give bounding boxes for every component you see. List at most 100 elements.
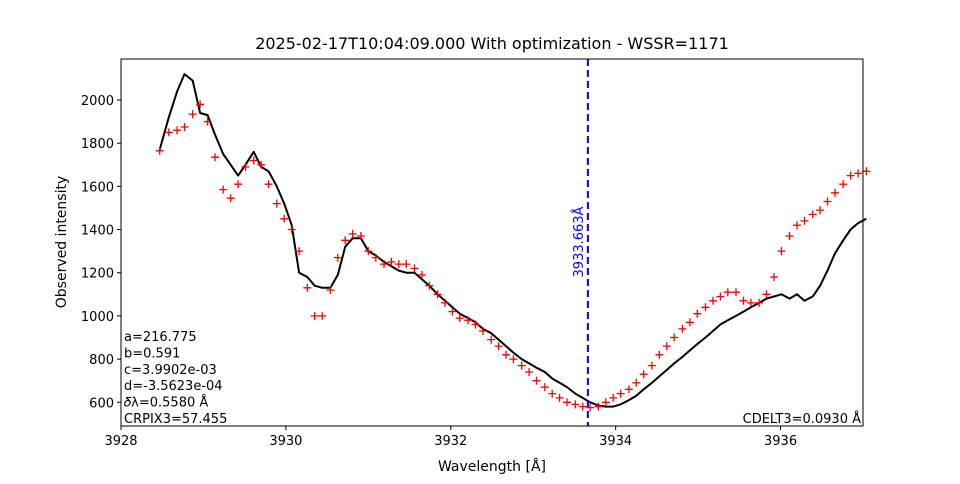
x-tick-label: 3930 bbox=[269, 434, 302, 449]
observed-point bbox=[732, 288, 740, 297]
axes-frame bbox=[120, 58, 864, 427]
observed-point bbox=[755, 298, 764, 307]
observed-point bbox=[494, 342, 503, 351]
observed-point bbox=[839, 180, 848, 189]
observed-point bbox=[394, 260, 403, 269]
observed-point bbox=[662, 342, 671, 351]
observed-point bbox=[164, 128, 173, 137]
fit-parameter-text: CRPIX3=57.455 bbox=[124, 412, 227, 427]
observed-point bbox=[303, 283, 312, 292]
y-tick-label: 1000 bbox=[81, 310, 114, 325]
y-tick-label: 600 bbox=[89, 396, 114, 411]
observed-point bbox=[555, 393, 564, 402]
observed-point bbox=[616, 389, 625, 398]
observed-point bbox=[808, 210, 817, 219]
observed-point bbox=[525, 368, 534, 376]
observed-point bbox=[364, 247, 373, 256]
plot-area: 3933.663Å bbox=[155, 59, 871, 426]
observed-point bbox=[448, 307, 457, 316]
fit-parameter-text: b=0.591 bbox=[124, 346, 180, 361]
observed-point bbox=[532, 376, 541, 385]
observed-point bbox=[601, 398, 610, 407]
observed-point bbox=[800, 216, 809, 225]
observed-point bbox=[540, 383, 549, 392]
x-tick-label: 3934 bbox=[599, 434, 632, 449]
y-tick-label: 1800 bbox=[81, 137, 114, 152]
observed-point bbox=[326, 286, 335, 294]
observed-point bbox=[211, 153, 219, 162]
observed-point bbox=[348, 229, 357, 238]
observed-point bbox=[746, 298, 755, 307]
fit-parameter-text: c=3.9902e-03 bbox=[124, 363, 217, 378]
observed-point bbox=[417, 270, 426, 279]
observed-point bbox=[487, 335, 496, 344]
y-axis-label: Observed intensity bbox=[54, 176, 70, 309]
x-tick-label: 3932 bbox=[434, 434, 467, 449]
observed-point bbox=[318, 311, 327, 320]
observed-point bbox=[464, 316, 473, 325]
cdelt3-annotation: CDELT3=0.0930 Å bbox=[743, 411, 861, 427]
reference-line-label: 3933.663Å bbox=[571, 206, 587, 277]
x-tick-label: 3936 bbox=[764, 434, 797, 449]
fit-parameter-text: a=216.775 bbox=[124, 330, 197, 345]
observed-point bbox=[777, 247, 786, 256]
observed-point bbox=[739, 296, 748, 305]
fit-parameter-text: 𝛿λ=0.5580 Å bbox=[124, 395, 208, 411]
observed-point bbox=[509, 355, 518, 364]
observed-point bbox=[173, 126, 182, 135]
observed-point bbox=[785, 232, 794, 240]
observed-point bbox=[333, 253, 342, 262]
observed-point bbox=[180, 123, 189, 131]
fit-parameter-text: d=-3.5623e-04 bbox=[124, 379, 223, 394]
observed-point bbox=[478, 327, 487, 335]
observed-point bbox=[203, 117, 212, 126]
observed-point bbox=[624, 385, 633, 394]
observed-point bbox=[380, 260, 388, 269]
y-tick-label: 2000 bbox=[81, 94, 114, 109]
observed-point bbox=[571, 400, 580, 409]
y-axis-ticks: 600 800 1000 1200 1400 1600 1800 2000 bbox=[81, 94, 121, 411]
observed-point bbox=[249, 156, 258, 165]
observed-point bbox=[685, 318, 694, 327]
observed-point bbox=[854, 169, 863, 178]
observed-point bbox=[196, 100, 205, 109]
observed-point bbox=[770, 273, 778, 281]
observed-point bbox=[441, 298, 449, 307]
observed-point bbox=[586, 403, 595, 412]
observed-point bbox=[219, 185, 228, 194]
observed-point bbox=[831, 188, 839, 197]
observed-point bbox=[433, 290, 442, 299]
x-axis-label: Wavelength [Å] bbox=[438, 458, 546, 475]
observed-point bbox=[188, 110, 197, 119]
y-tick-label: 1400 bbox=[81, 224, 114, 239]
observed-point bbox=[701, 303, 710, 312]
x-axis-ticks: 3928 3930 3932 3934 3936 bbox=[104, 426, 797, 449]
observed-point bbox=[762, 290, 771, 299]
observed-point bbox=[647, 361, 656, 370]
observed-point bbox=[310, 311, 319, 320]
observed-point bbox=[548, 389, 557, 398]
observed-point bbox=[594, 402, 603, 411]
observed-point bbox=[578, 402, 587, 411]
observed-point bbox=[639, 370, 648, 379]
observed-point bbox=[234, 180, 243, 189]
observed-point bbox=[241, 162, 250, 171]
observed-point bbox=[655, 350, 664, 359]
x-tick-label: 3928 bbox=[104, 434, 137, 449]
observed-point bbox=[280, 214, 289, 223]
observed-point bbox=[295, 247, 304, 256]
observed-point bbox=[709, 296, 717, 305]
observed-point bbox=[257, 160, 266, 169]
observed-point bbox=[609, 393, 618, 402]
observed-point bbox=[670, 333, 679, 342]
observed-point bbox=[471, 320, 480, 329]
observed-point bbox=[793, 221, 801, 230]
observed-point bbox=[693, 309, 702, 318]
observed-point bbox=[287, 225, 296, 234]
observed-point bbox=[563, 398, 571, 407]
observed-point bbox=[402, 260, 411, 269]
observed-point bbox=[823, 197, 832, 206]
